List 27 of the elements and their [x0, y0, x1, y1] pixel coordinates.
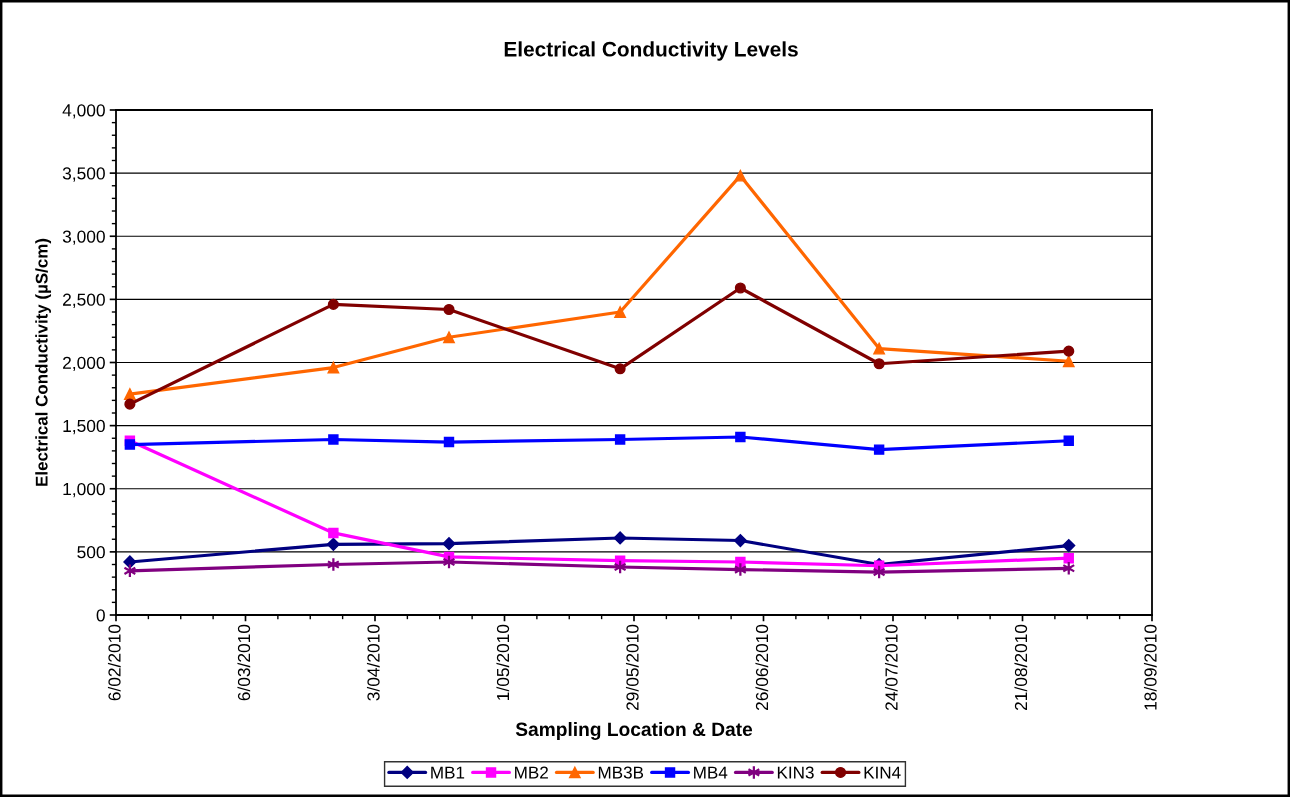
legend-label: KIN4 [864, 766, 901, 779]
x-tick-label: 3/04/2010 [366, 624, 380, 701]
legend-label: MB3B [598, 766, 644, 779]
legend-label: MB2 [515, 766, 548, 779]
legend-label: MB4 [694, 766, 728, 779]
x-tick-label: 18/09/2010 [1143, 624, 1157, 710]
y-axis-title: Electrical Conductivity (µS/cm) [35, 238, 52, 486]
y-tick-label: 1,500 [63, 419, 105, 435]
y-tick-label: 0 [96, 609, 105, 622]
y-tick-label: 1,000 [63, 482, 105, 498]
chart-title: Electrical Conductivity Levels [504, 41, 798, 61]
x-tick-label: 6/02/2010 [107, 624, 121, 701]
legend-label: KIN3 [777, 766, 814, 779]
x-tick-label: 6/03/2010 [237, 624, 251, 701]
y-tick-label: 2,500 [63, 293, 105, 308]
x-tick-label: 21/08/2010 [1014, 624, 1028, 711]
y-tick-label: 4,000 [62, 104, 105, 119]
y-tick-label: 3,000 [62, 230, 105, 245]
y-tick-label: 3,500 [62, 167, 105, 182]
y-tick-label: 500 [77, 546, 105, 559]
x-axis-title: Sampling Location & Date [515, 722, 753, 740]
x-tick-label: 1/05/2010 [496, 624, 510, 700]
x-tick-label: 24/07/2010 [884, 624, 898, 711]
y-tick-label: 2,000 [63, 356, 105, 372]
x-tick-label: 26/06/2010 [755, 624, 769, 711]
x-tick-label: 29/05/2010 [625, 624, 639, 711]
legend-label: MB1 [431, 766, 465, 779]
